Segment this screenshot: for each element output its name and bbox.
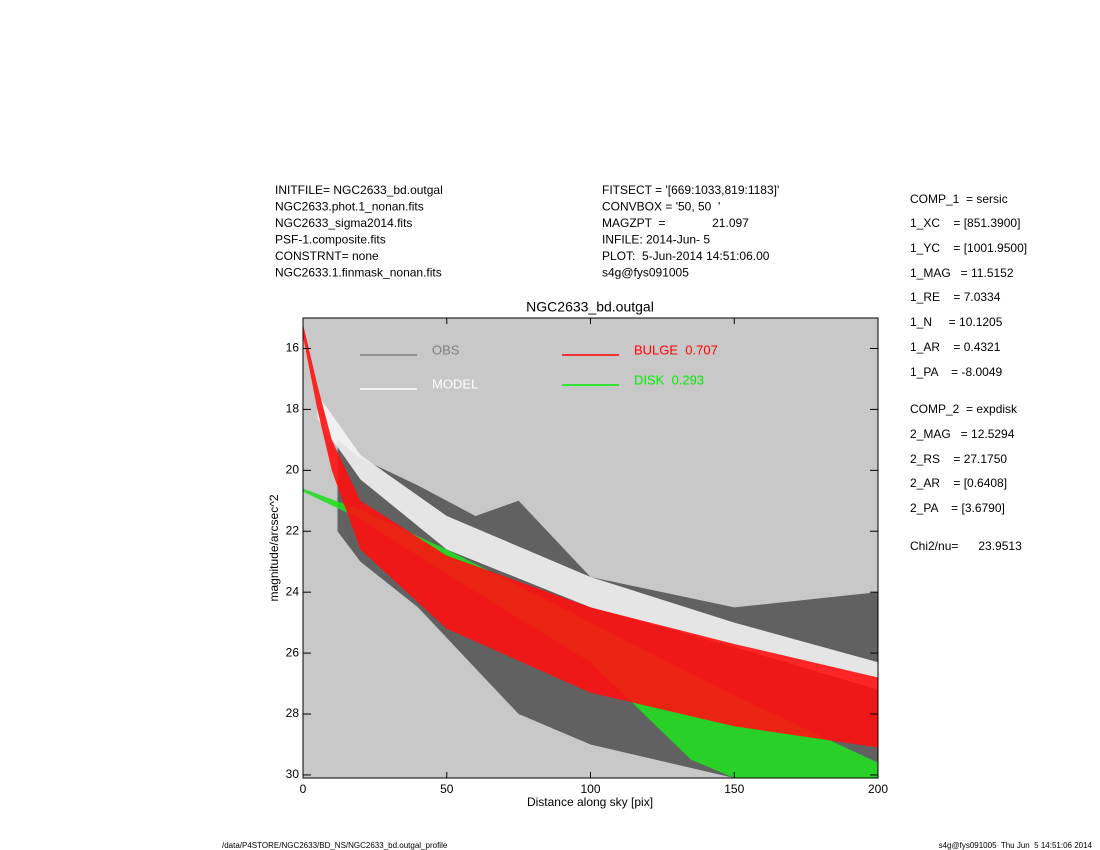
header-mid-line: PLOT: 5-Jun-2014 14:51:06.00: [602, 249, 770, 263]
legend-label: MODEL: [432, 376, 478, 391]
fit-parameter: COMP_1 = sersic: [910, 192, 1008, 206]
legend-label: DISK 0.293: [634, 372, 704, 387]
header-mid-line: INFILE: 2014-Jun- 5: [602, 233, 710, 247]
x-axis-label: Distance along sky [pix]: [527, 795, 653, 809]
y-tick-label: 18: [286, 402, 300, 416]
header-left-line: INITFILE= NGC2633_bd.outgal: [275, 183, 443, 197]
header-mid-line: CONVBOX = '50, 50 ': [602, 200, 720, 214]
fit-parameter: 2_MAG = 12.5294: [910, 427, 1015, 441]
y-tick-label: 16: [286, 341, 300, 355]
fit-parameter: Chi2/nu= 23.9513: [910, 539, 1022, 553]
footer-left: /data/P4STORE/NGC2633/BD_NS/NGC2633_bd.o…: [222, 841, 448, 850]
header-left-line: NGC2633.1.finmask_nonan.fits: [275, 266, 442, 280]
header-left-line: NGC2633_sigma2014.fits: [275, 216, 412, 230]
x-tick-label: 50: [440, 782, 454, 796]
fit-parameter: COMP_2 = expdisk: [910, 402, 1018, 416]
fit-parameter: 1_N = 10.1205: [910, 315, 1003, 329]
y-tick-label: 30: [286, 767, 300, 781]
y-tick-label: 22: [286, 523, 300, 537]
x-tick-label: 200: [868, 782, 888, 796]
fit-parameter: 1_XC = [851.3900]: [910, 216, 1020, 230]
fit-parameter: 1_AR = 0.4321: [910, 340, 1001, 354]
header-mid-line: MAGZPT = 21.097: [602, 216, 749, 230]
header-left-line: NGC2633.phot.1_nonan.fits: [275, 200, 424, 214]
y-tick-label: 24: [286, 584, 300, 598]
x-tick-label: 0: [300, 782, 307, 796]
band: [317, 394, 878, 690]
band: [303, 324, 878, 748]
legend-label: BULGE 0.707: [634, 342, 718, 357]
y-axis-label: magnitude/arcsec^2: [267, 494, 281, 601]
header-left-line: PSF-1.composite.fits: [275, 233, 386, 247]
chart-title: NGC2633_bd.outgal: [526, 299, 654, 315]
legend-label: OBS: [432, 342, 460, 357]
fit-parameter: 2_RS = 27.1750: [910, 452, 1007, 466]
x-tick-label: 100: [580, 782, 600, 796]
fit-parameter: 2_AR = [0.6408]: [910, 476, 1007, 490]
header-mid-line: FITSECT = '[669:1033,819:1183]': [602, 183, 779, 197]
fit-parameter: 1_YC = [1001.9500]: [910, 241, 1027, 255]
fit-parameter: 1_MAG = 11.5152: [910, 266, 1014, 280]
y-tick-label: 20: [286, 462, 300, 476]
fit-parameter: 1_PA = -8.0049: [910, 365, 1003, 379]
x-tick-label: 150: [724, 782, 744, 796]
fit-parameter: 1_RE = 7.0334: [910, 290, 1001, 304]
header-mid-line: s4g@fys091005: [602, 266, 689, 280]
header-left-line: CONSTRNT= none: [275, 249, 379, 263]
footer-right: s4g@fys091005 Thu Jun 5 14:51:06 2014: [939, 841, 1093, 850]
fit-parameter: 2_PA = [3.6790]: [910, 501, 1005, 515]
y-tick-label: 26: [286, 645, 300, 659]
y-tick-label: 28: [286, 706, 300, 720]
